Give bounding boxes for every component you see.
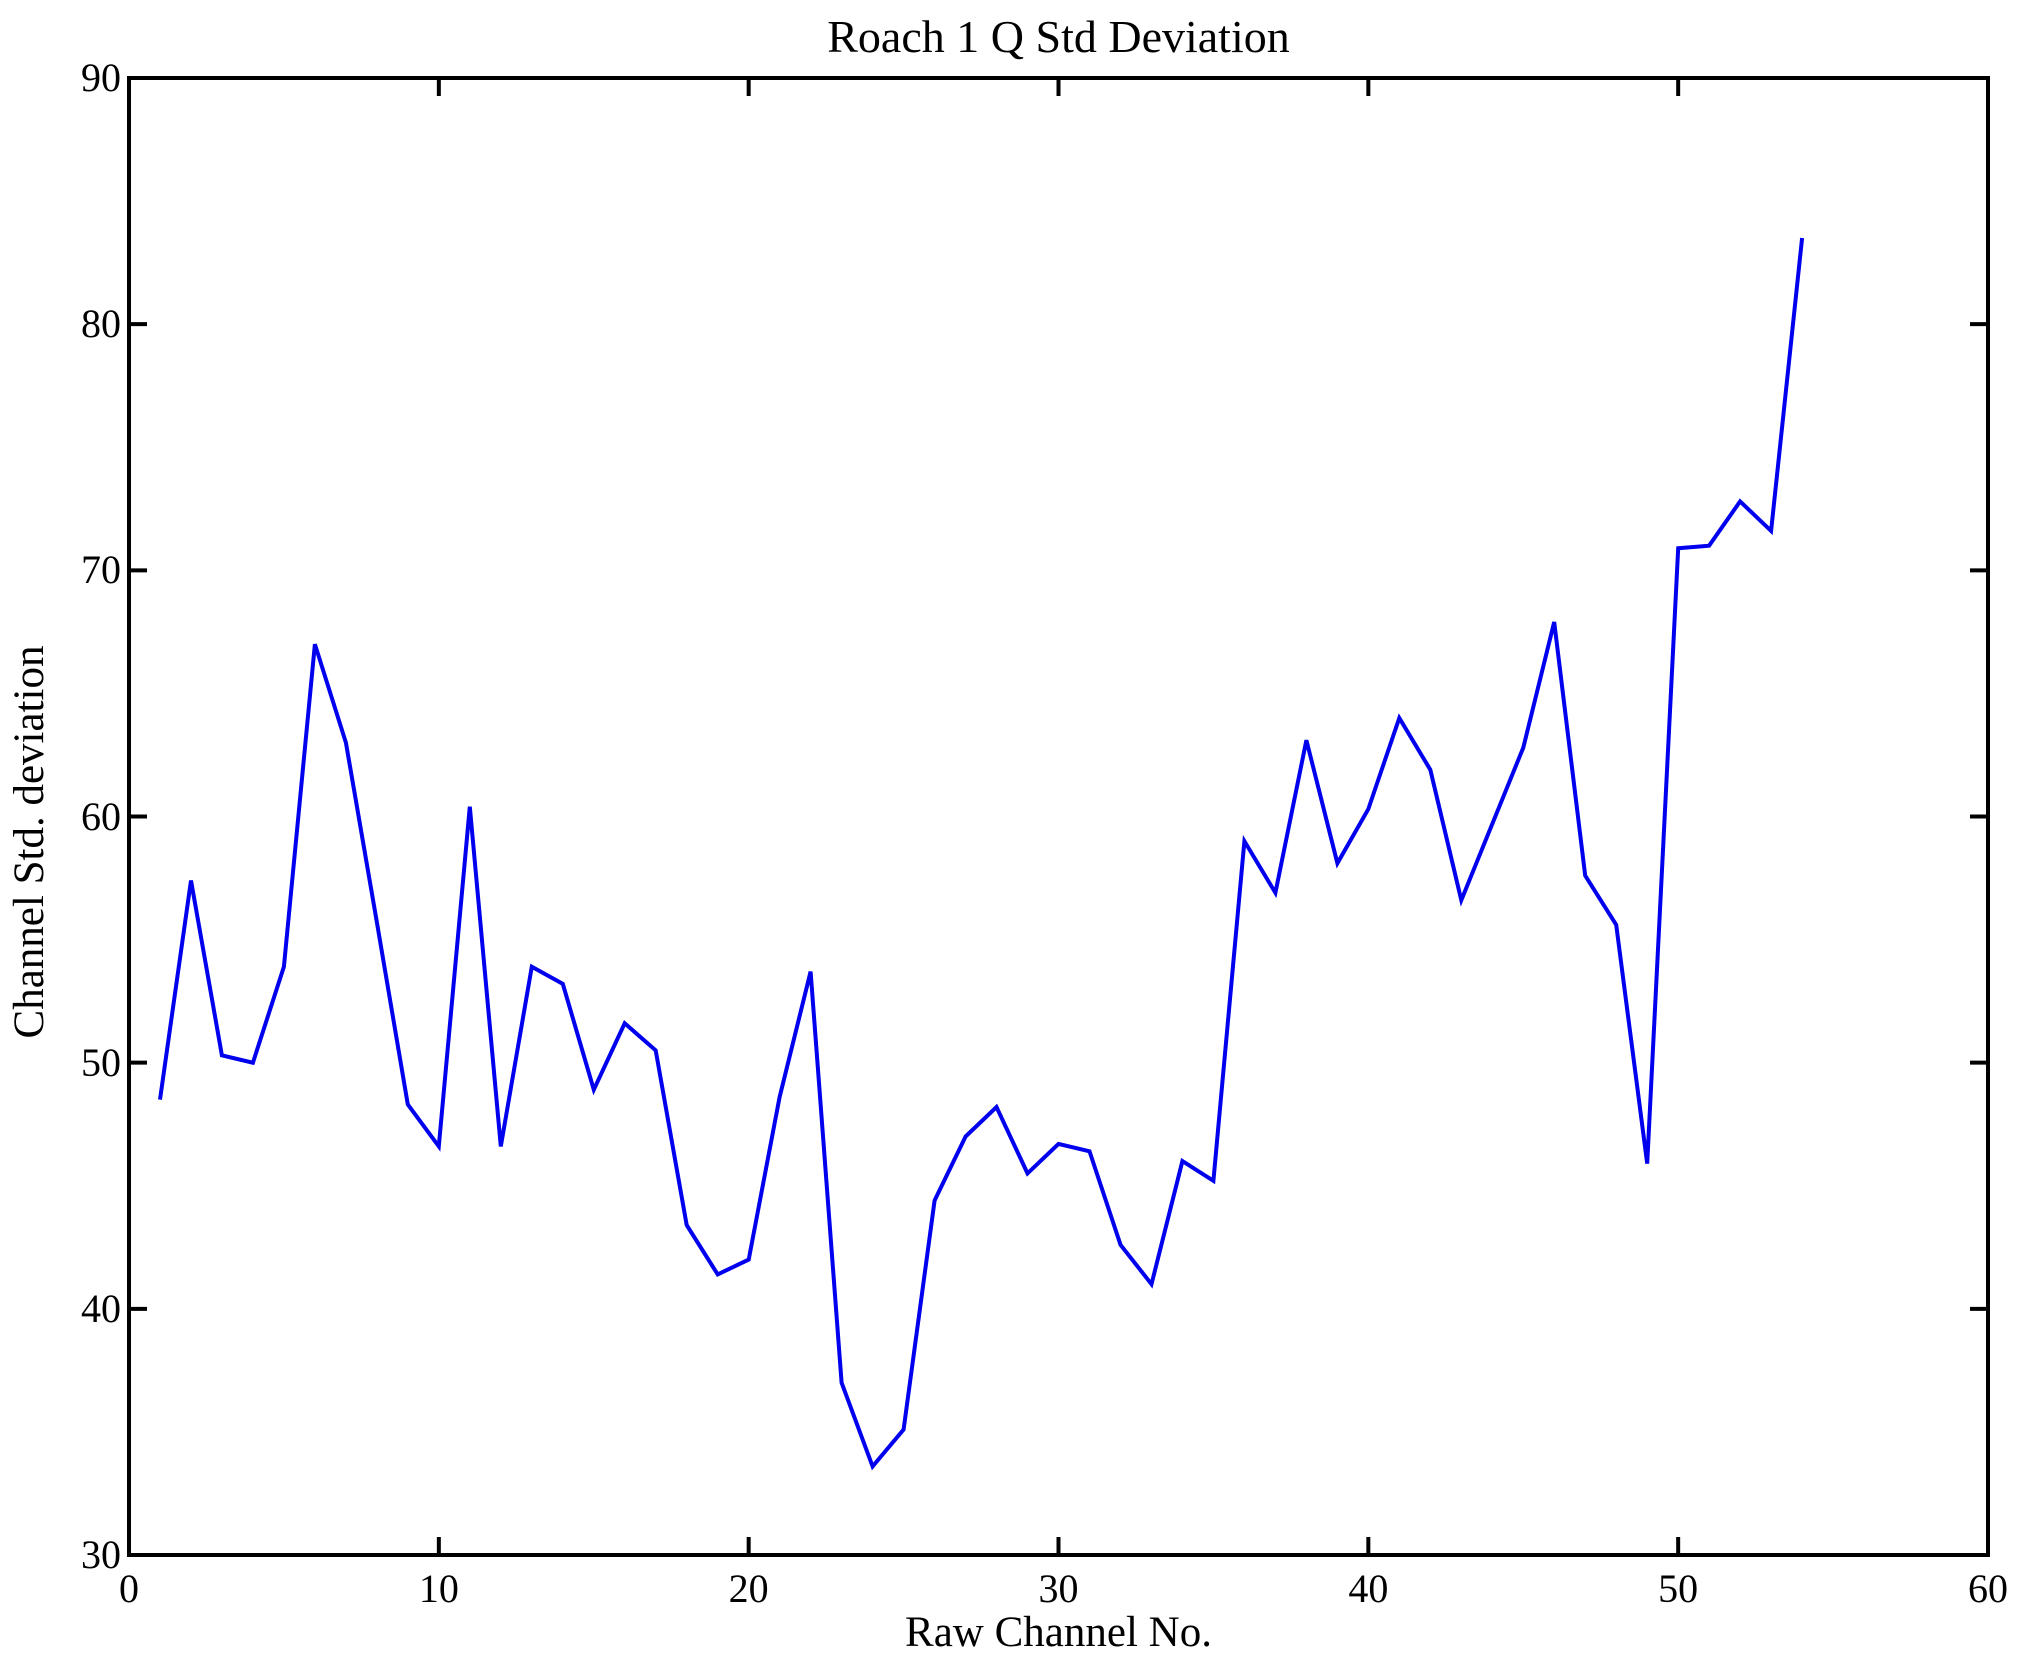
y-tick-label: 50 [81,1039,121,1085]
data-line [158,237,1805,1471]
x-tick-label: 50 [1658,1566,1699,1611]
y-tick-label: 60 [81,793,121,839]
x-axis-label: Raw Channel No. [905,1609,1212,1656]
axes-frame [127,76,1990,1557]
y-tick-label: 90 [81,55,121,100]
x-tick-label: 20 [728,1566,769,1611]
x-tick-label: 10 [418,1566,459,1611]
y-tick-label: 80 [81,301,121,347]
chart-title: Roach 1 Q Std Deviation [827,11,1290,62]
x-tick-label: 0 [119,1566,139,1611]
y-tick-label: 70 [81,547,121,593]
y-tick-label: 30 [81,1532,121,1577]
x-tick-label: 30 [1038,1566,1079,1611]
x-tick-label: 40 [1348,1566,1389,1611]
x-tick-label: 60 [1968,1566,2008,1611]
y-tick-label: 40 [81,1285,121,1331]
